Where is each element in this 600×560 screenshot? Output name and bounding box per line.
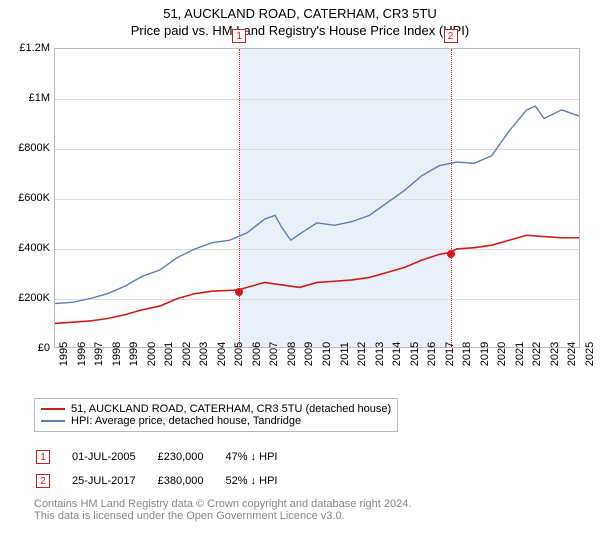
legend-swatch-hpi bbox=[41, 420, 65, 422]
x-tick-label: 2013 bbox=[374, 342, 386, 366]
event-price: £230,000 bbox=[158, 446, 224, 468]
y-tick-label: £800K bbox=[18, 142, 50, 154]
y-tick-label: £1.2M bbox=[19, 42, 50, 54]
x-tick-label: 1995 bbox=[58, 342, 70, 366]
event-price: £380,000 bbox=[158, 470, 224, 492]
x-tick-label: 2003 bbox=[198, 342, 210, 366]
x-tick-label: 2025 bbox=[584, 342, 596, 366]
title-line-1: 51, AUCKLAND ROAD, CATERHAM, CR3 5TU bbox=[10, 6, 590, 21]
x-tick-label: 2018 bbox=[461, 342, 473, 366]
line-chart: 12 bbox=[54, 48, 580, 348]
y-tick-label: £600K bbox=[18, 192, 50, 204]
event-date: 01-JUL-2005 bbox=[72, 446, 156, 468]
x-tick-label: 2015 bbox=[409, 342, 421, 366]
x-tick-label: 2008 bbox=[286, 342, 298, 366]
footer-line-2: This data is licensed under the Open Gov… bbox=[34, 510, 411, 522]
event-index-box: 2 bbox=[36, 474, 50, 488]
title-line-2: Price paid vs. HM Land Registry's House … bbox=[10, 23, 590, 38]
series-svg bbox=[55, 49, 579, 347]
series-hpi bbox=[55, 106, 579, 303]
x-tick-label: 1997 bbox=[93, 342, 105, 366]
y-tick-label: £1M bbox=[29, 92, 50, 104]
event-row: 2 25-JUL-2017 £380,000 52% ↓ HPI bbox=[36, 470, 297, 492]
x-tick-label: 2023 bbox=[549, 342, 561, 366]
event-pct: 52% ↓ HPI bbox=[225, 470, 297, 492]
x-tick-label: 2019 bbox=[479, 342, 491, 366]
x-tick-label: 2020 bbox=[496, 342, 508, 366]
x-tick-label: 2009 bbox=[303, 342, 315, 366]
event-index-box: 2 bbox=[444, 29, 458, 43]
x-tick-label: 2024 bbox=[566, 342, 578, 366]
x-tick-label: 1996 bbox=[76, 342, 88, 366]
events-table: 1 01-JUL-2005 £230,000 47% ↓ HPI 2 25-JU… bbox=[34, 444, 299, 494]
legend-label: HPI: Average price, detached house, Tand… bbox=[71, 415, 301, 427]
x-tick-label: 2010 bbox=[321, 342, 333, 366]
x-tick-label: 2001 bbox=[163, 342, 175, 366]
event-index-box: 1 bbox=[232, 29, 246, 43]
series-price_paid bbox=[55, 235, 579, 323]
event-date: 25-JUL-2017 bbox=[72, 470, 156, 492]
legend-label: 51, AUCKLAND ROAD, CATERHAM, CR3 5TU (de… bbox=[71, 403, 391, 415]
x-tick-label: 2011 bbox=[339, 342, 351, 366]
x-tick-label: 2021 bbox=[514, 342, 526, 366]
x-tick-label: 2012 bbox=[356, 342, 368, 366]
y-tick-label: £400K bbox=[18, 242, 50, 254]
x-tick-label: 2007 bbox=[268, 342, 280, 366]
x-tick-label: 2022 bbox=[531, 342, 543, 366]
legend-row: 51, AUCKLAND ROAD, CATERHAM, CR3 5TU (de… bbox=[41, 403, 391, 415]
event-pct: 47% ↓ HPI bbox=[225, 446, 297, 468]
x-tick-label: 1999 bbox=[128, 342, 140, 366]
event-row: 1 01-JUL-2005 £230,000 47% ↓ HPI bbox=[36, 446, 297, 468]
event-index-box: 1 bbox=[36, 450, 50, 464]
footer-attribution: Contains HM Land Registry data © Crown c… bbox=[34, 498, 411, 522]
legend-swatch-price bbox=[41, 408, 65, 410]
footer-line-1: Contains HM Land Registry data © Crown c… bbox=[34, 498, 411, 510]
x-tick-label: 2006 bbox=[251, 342, 263, 366]
y-tick-label: £0 bbox=[38, 342, 50, 354]
x-tick-label: 2005 bbox=[233, 342, 245, 366]
legend-row: HPI: Average price, detached house, Tand… bbox=[41, 415, 391, 427]
x-tick-label: 2000 bbox=[146, 342, 158, 366]
x-tick-label: 2002 bbox=[181, 342, 193, 366]
x-tick-label: 2016 bbox=[426, 342, 438, 366]
x-tick-label: 2017 bbox=[444, 342, 456, 366]
chart-title-block: 51, AUCKLAND ROAD, CATERHAM, CR3 5TU Pri… bbox=[0, 0, 600, 40]
y-tick-label: £200K bbox=[18, 292, 50, 304]
x-tick-label: 2004 bbox=[216, 342, 228, 366]
x-tick-label: 1998 bbox=[111, 342, 123, 366]
legend: 51, AUCKLAND ROAD, CATERHAM, CR3 5TU (de… bbox=[34, 398, 398, 432]
x-tick-label: 2014 bbox=[391, 342, 403, 366]
